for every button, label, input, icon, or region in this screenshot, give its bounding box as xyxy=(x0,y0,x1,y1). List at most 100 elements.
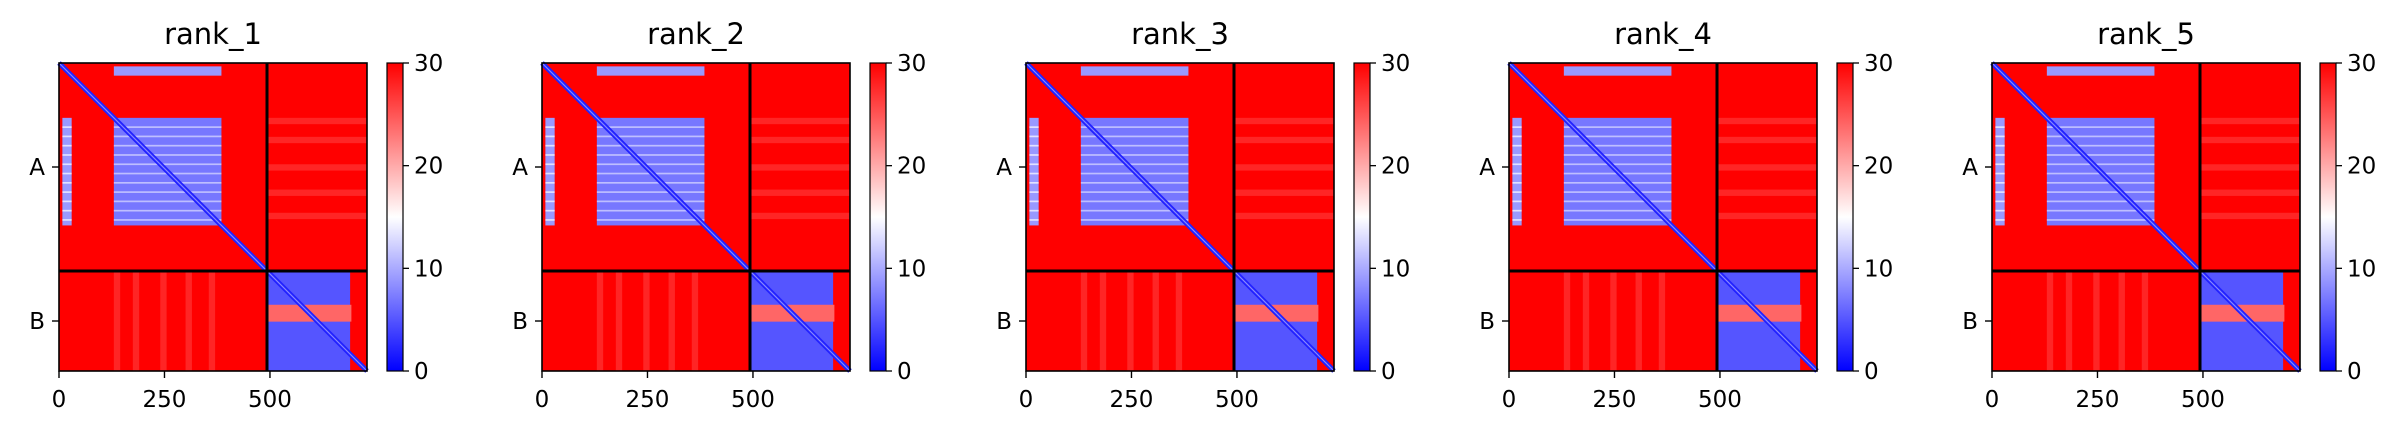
heatmap-cell xyxy=(2118,271,2125,371)
heatmap-cell xyxy=(113,191,222,193)
heatmap-cell xyxy=(62,135,72,138)
heatmap-cell xyxy=(545,126,555,128)
heatmap-cell xyxy=(1029,126,1039,128)
heatmap-cell xyxy=(1995,126,2005,128)
x-tick-label: 250 xyxy=(626,387,670,413)
panel-title: rank_5 xyxy=(2097,17,2195,51)
heatmap-cell xyxy=(267,117,367,125)
heatmap-cell xyxy=(1080,135,1189,138)
plot-frame xyxy=(541,62,851,372)
heatmap-cell xyxy=(62,219,72,221)
heatmap-cell xyxy=(1234,212,1334,220)
heatmap-cell xyxy=(1563,154,1672,156)
heatmap-cell xyxy=(113,144,222,147)
heatmap-cell xyxy=(267,164,367,171)
heatmap-cell xyxy=(2200,136,2300,144)
colorbar-tick-label: 20 xyxy=(1381,154,1410,180)
colorbar xyxy=(1353,62,1371,372)
heatmap-cell xyxy=(62,163,72,166)
heatmap-cell xyxy=(545,135,555,138)
heatmap-cell xyxy=(1029,135,1039,138)
heatmap-cell xyxy=(1512,219,1522,221)
heatmap-cell xyxy=(1512,126,1522,128)
x-tick-label: 250 xyxy=(1593,387,1637,413)
heatmap-cell xyxy=(1029,200,1039,203)
heatmap-diagonal xyxy=(1025,62,1335,372)
colorbar-tick-label: 10 xyxy=(2347,256,2376,282)
heatmap-cell xyxy=(1610,271,1617,371)
plot-frame xyxy=(58,62,368,372)
heatmap-cell xyxy=(1563,219,1672,221)
panel-title: rank_2 xyxy=(647,17,745,51)
heatmap-panel: rank_3 0 250 500 A B 0 10 20 30 xyxy=(996,17,1410,413)
heatmap-cell xyxy=(691,271,699,371)
heatmap-cell xyxy=(1080,144,1189,147)
heatmap-cell xyxy=(2065,271,2073,371)
heatmap-cell xyxy=(62,117,72,226)
x-tick-label: 250 xyxy=(143,387,187,413)
heatmap-cell xyxy=(1717,136,1817,144)
heatmap-cell xyxy=(1080,66,1189,76)
heatmap-cell xyxy=(1563,209,1672,212)
heatmap-cell xyxy=(1512,135,1522,138)
heatmap-cell xyxy=(62,191,72,193)
heatmap-cell xyxy=(2046,144,2155,147)
x-tick-label: 0 xyxy=(1019,387,1034,413)
heatmap-cell xyxy=(62,144,72,147)
heatmap-cell xyxy=(545,219,555,221)
heatmap-cell xyxy=(113,209,222,212)
heatmap-cell xyxy=(113,135,222,138)
heatmap-cell xyxy=(750,136,850,144)
heatmap-cell xyxy=(267,189,367,196)
heatmap-cell xyxy=(596,209,705,212)
colorbar-tick-label: 0 xyxy=(1864,359,1879,385)
heatmap-cell xyxy=(1080,126,1189,128)
heatmap-cell xyxy=(545,200,555,203)
heatmap-cell xyxy=(1080,209,1189,212)
heatmap-cell xyxy=(615,271,623,371)
heatmap-cell xyxy=(1512,172,1522,175)
heatmap-cell xyxy=(1029,219,1039,221)
plot-frame xyxy=(1991,62,2301,372)
heatmap-cell xyxy=(2046,271,2054,371)
x-tick-label: 250 xyxy=(1110,387,1154,413)
colorbar-tick-label: 10 xyxy=(1381,256,1410,282)
heatmap-cell xyxy=(113,66,222,76)
heatmap-cell xyxy=(185,271,192,371)
heatmap-cell xyxy=(1512,200,1522,203)
heatmap-cell xyxy=(1029,117,1039,226)
colorbar xyxy=(1836,62,1854,372)
panel-title: rank_1 xyxy=(164,17,262,51)
heatmap-cell xyxy=(545,181,555,184)
heatmap-cell xyxy=(1717,189,1817,196)
x-tick-label: 500 xyxy=(1215,387,1259,413)
chain-label: A xyxy=(512,155,528,181)
heatmap-cell xyxy=(1512,191,1522,193)
heatmap-cell xyxy=(1995,181,2005,184)
heatmap-cell xyxy=(1080,219,1189,221)
colorbar-tick-label: 0 xyxy=(1381,359,1396,385)
heatmap-cell xyxy=(596,135,705,138)
heatmap-cell xyxy=(596,181,705,184)
heatmap-panel: rank_1 0 250 500 A B 0 10 20 30 xyxy=(29,17,443,413)
plot-frame xyxy=(1508,62,1818,372)
colorbar-tick-label: 10 xyxy=(897,256,926,282)
heatmap-cell xyxy=(750,212,850,220)
heatmap-cell xyxy=(1582,271,1590,371)
heatmap-cell xyxy=(1563,163,1672,166)
heatmap-cell xyxy=(1995,135,2005,138)
heatmap-cell xyxy=(62,172,72,175)
heatmap-cell xyxy=(1512,181,1522,184)
heatmap-panel: rank_5 0 250 500 A B 0 10 20 30 xyxy=(1962,17,2376,413)
heatmap-cell xyxy=(1127,271,1134,371)
heatmap-cell xyxy=(643,271,650,371)
heatmap-cell xyxy=(1234,136,1334,144)
heatmap-cell xyxy=(1080,163,1189,166)
heatmap-diagonal xyxy=(58,62,368,372)
heatmap-cell xyxy=(668,271,675,371)
heatmap-cell xyxy=(1029,144,1039,147)
heatmap-cell xyxy=(208,271,216,371)
heatmap-cell xyxy=(267,212,367,220)
heatmap-cell xyxy=(545,172,555,175)
